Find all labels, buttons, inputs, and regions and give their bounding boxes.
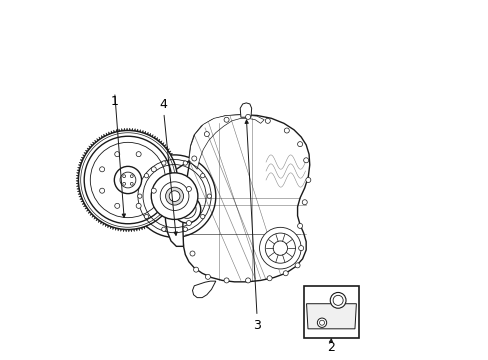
Circle shape	[136, 203, 141, 208]
Circle shape	[317, 318, 326, 327]
Circle shape	[100, 167, 104, 172]
Circle shape	[224, 278, 228, 283]
Circle shape	[266, 276, 271, 281]
Circle shape	[200, 215, 204, 219]
Circle shape	[297, 224, 302, 228]
Circle shape	[122, 175, 125, 177]
Polygon shape	[240, 103, 251, 117]
Circle shape	[205, 274, 210, 279]
Polygon shape	[192, 281, 215, 298]
Polygon shape	[183, 115, 309, 282]
Circle shape	[302, 200, 306, 205]
Circle shape	[207, 194, 211, 198]
Circle shape	[115, 203, 120, 208]
Circle shape	[144, 215, 148, 219]
Circle shape	[298, 246, 303, 251]
Circle shape	[151, 167, 156, 172]
Polygon shape	[164, 160, 190, 246]
Circle shape	[297, 141, 302, 147]
Circle shape	[137, 194, 142, 198]
Circle shape	[183, 227, 187, 231]
Circle shape	[186, 221, 191, 226]
Circle shape	[305, 177, 310, 183]
Circle shape	[204, 132, 209, 136]
Circle shape	[130, 183, 133, 185]
Circle shape	[224, 117, 228, 122]
Polygon shape	[306, 304, 356, 329]
Text: 2: 2	[326, 341, 335, 354]
Polygon shape	[188, 115, 264, 169]
Circle shape	[151, 173, 198, 220]
Text: 1: 1	[110, 95, 119, 108]
Circle shape	[162, 227, 165, 231]
Circle shape	[265, 118, 270, 123]
Circle shape	[259, 227, 301, 269]
Circle shape	[193, 267, 198, 272]
Ellipse shape	[154, 198, 165, 212]
Circle shape	[151, 188, 156, 193]
Circle shape	[186, 186, 191, 192]
Circle shape	[122, 183, 125, 185]
Circle shape	[329, 292, 346, 308]
Text: 4: 4	[160, 98, 167, 111]
Circle shape	[303, 158, 308, 163]
Circle shape	[190, 251, 195, 256]
Circle shape	[245, 278, 250, 283]
Circle shape	[183, 161, 187, 165]
Circle shape	[100, 188, 104, 193]
Circle shape	[165, 187, 183, 205]
Circle shape	[284, 128, 289, 133]
Circle shape	[78, 131, 177, 229]
Circle shape	[162, 161, 165, 165]
Circle shape	[294, 263, 300, 268]
Bar	[303, 286, 359, 338]
Ellipse shape	[167, 174, 182, 184]
Circle shape	[169, 191, 180, 202]
Circle shape	[200, 174, 204, 178]
Circle shape	[136, 152, 141, 157]
Circle shape	[130, 175, 133, 177]
Circle shape	[245, 114, 250, 120]
Ellipse shape	[183, 198, 195, 212]
Circle shape	[120, 172, 136, 188]
Circle shape	[173, 196, 201, 223]
Circle shape	[115, 152, 120, 157]
Text: 3: 3	[253, 319, 261, 332]
Circle shape	[133, 155, 215, 237]
Circle shape	[191, 156, 196, 161]
Circle shape	[114, 166, 142, 194]
Circle shape	[283, 271, 287, 276]
Circle shape	[144, 174, 148, 178]
Polygon shape	[76, 128, 180, 232]
